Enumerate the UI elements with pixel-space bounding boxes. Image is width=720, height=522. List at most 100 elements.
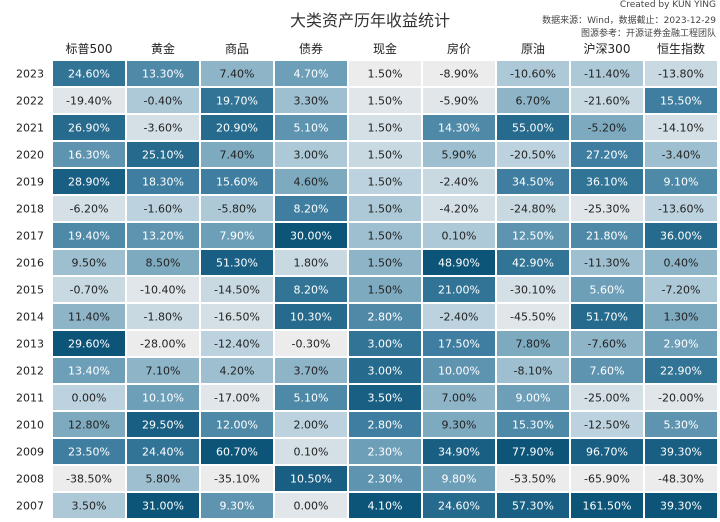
cell-value: 7.90% [220,230,255,243]
heatmap-cell [275,385,347,410]
heatmap-cell [275,439,347,464]
heatmap-cell [53,466,125,491]
cell-value: 26.90% [68,122,110,135]
heatmap-cell [497,331,569,356]
cell-value: -38.50% [66,473,112,486]
row-label: 2019 [16,176,44,189]
heatmap-cell [645,466,717,491]
heatmap-cell [53,223,125,248]
heatmap-cell [645,331,717,356]
cell-value: 0.10% [294,446,329,459]
heatmap-cell [571,61,643,86]
cell-value: -45.50% [510,311,556,324]
heatmap-cell [497,115,569,140]
heatmap-cell [497,439,569,464]
cell-value: -8.90% [440,68,479,81]
cell-value: 27.20% [586,149,628,162]
cell-value: -0.70% [70,284,109,297]
row-label: 2020 [16,149,44,162]
heatmap-cell [275,277,347,302]
heatmap-cell [497,493,569,518]
cell-value: -2.40% [440,311,479,324]
cell-value: 34.50% [512,176,554,189]
heatmap-cell [423,439,495,464]
cell-value: 7.00% [442,392,477,405]
cell-value: 4.10% [368,500,403,513]
heatmap-cell [275,412,347,437]
cell-value: -14.50% [214,284,260,297]
row-label: 2009 [16,446,44,459]
heatmap-cell [497,277,569,302]
cell-value: -12.40% [214,338,260,351]
cell-value: -1.80% [144,311,183,324]
heatmap-cell [423,61,495,86]
heatmap-cell [571,115,643,140]
row-label: 2014 [16,311,44,324]
heatmap-cell [53,304,125,329]
cell-value: 7.40% [220,149,255,162]
heatmap-cell [53,331,125,356]
column-header: 黄金 [151,41,175,56]
heatmap-cell [201,412,273,437]
cell-value: 96.70% [586,446,628,459]
cell-value: 25.10% [142,149,184,162]
heatmap-cell [275,493,347,518]
heatmap-cell [127,169,199,194]
cell-value: -1.60% [144,203,183,216]
cell-value: 19.70% [216,95,258,108]
cell-value: -7.60% [588,338,627,351]
cell-value: 57.30% [512,500,554,513]
cell-value: -4.20% [440,203,479,216]
cell-value: 9.50% [72,257,107,270]
heatmap-cell [423,412,495,437]
cell-value: 4.20% [220,365,255,378]
cell-value: 10.30% [290,311,332,324]
cell-value: 3.00% [368,338,403,351]
heatmap-cell [127,331,199,356]
cell-value: -16.50% [214,311,260,324]
heatmap-cell [201,385,273,410]
heatmap-cell [201,466,273,491]
heatmap-cell [571,439,643,464]
heatmap-cell [349,142,421,167]
heatmap-cell [423,115,495,140]
column-header: 现金 [373,41,397,56]
heatmap-cell [423,493,495,518]
heatmap-cell [275,331,347,356]
heatmap-cell [275,466,347,491]
cell-value: 1.50% [368,203,403,216]
heatmap-cell [275,304,347,329]
cell-value: -7.20% [662,284,701,297]
cell-value: 15.30% [512,419,554,432]
row-label: 2015 [16,284,44,297]
heatmap-cell [349,466,421,491]
cell-value: 17.50% [438,338,480,351]
heatmap-cell [497,61,569,86]
cell-value: 1.50% [368,68,403,81]
heatmap-cell [571,88,643,113]
row-label: 2013 [16,338,44,351]
cell-value: -10.60% [510,68,556,81]
heatmap-cell [645,412,717,437]
heatmap-cell [645,439,717,464]
heatmap-cell [645,358,717,383]
cell-value: 5.10% [294,122,329,135]
row-label: 2011 [16,392,44,405]
column-header: 沪深300 [584,42,631,56]
heatmap-cell [423,385,495,410]
heatmap-cell [645,196,717,221]
heatmap-cell [645,385,717,410]
cell-value: 3.00% [368,365,403,378]
cell-value: 2.80% [368,311,403,324]
cell-value: 10.50% [290,473,332,486]
heatmap-cell [497,466,569,491]
cell-value: 5.90% [442,149,477,162]
heatmap-cell [201,169,273,194]
heatmap-cell [645,277,717,302]
heatmap-cell [53,358,125,383]
heatmap-cell [423,169,495,194]
column-header: 债券 [299,41,323,56]
cell-value: 39.30% [660,446,702,459]
heatmap-cell [571,412,643,437]
cell-value: 8.20% [294,284,329,297]
